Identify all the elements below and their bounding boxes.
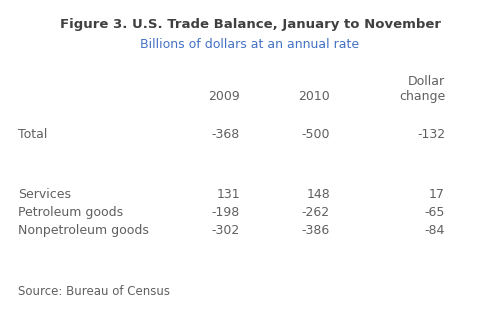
Text: -84: -84 [424, 224, 445, 237]
Text: Services: Services [18, 188, 71, 201]
Text: -132: -132 [417, 128, 445, 141]
Text: Source: Bureau of Census: Source: Bureau of Census [18, 285, 170, 298]
Text: Total: Total [18, 128, 48, 141]
Text: Petroleum goods: Petroleum goods [18, 206, 123, 219]
Text: -198: -198 [212, 206, 240, 219]
Text: 2010: 2010 [298, 90, 330, 103]
Text: Dollar: Dollar [408, 75, 445, 88]
Text: 17: 17 [429, 188, 445, 201]
Text: change: change [399, 90, 445, 103]
Text: 131: 131 [216, 188, 240, 201]
Text: -302: -302 [212, 224, 240, 237]
Text: -386: -386 [302, 224, 330, 237]
Text: -262: -262 [302, 206, 330, 219]
Text: Nonpetroleum goods: Nonpetroleum goods [18, 224, 149, 237]
Text: Figure 3. U.S. Trade Balance, January to November: Figure 3. U.S. Trade Balance, January to… [60, 18, 440, 31]
Text: -368: -368 [212, 128, 240, 141]
Text: Billions of dollars at an annual rate: Billions of dollars at an annual rate [140, 38, 360, 51]
Text: -500: -500 [302, 128, 330, 141]
Text: -65: -65 [424, 206, 445, 219]
Text: 148: 148 [306, 188, 330, 201]
Text: 2009: 2009 [208, 90, 240, 103]
